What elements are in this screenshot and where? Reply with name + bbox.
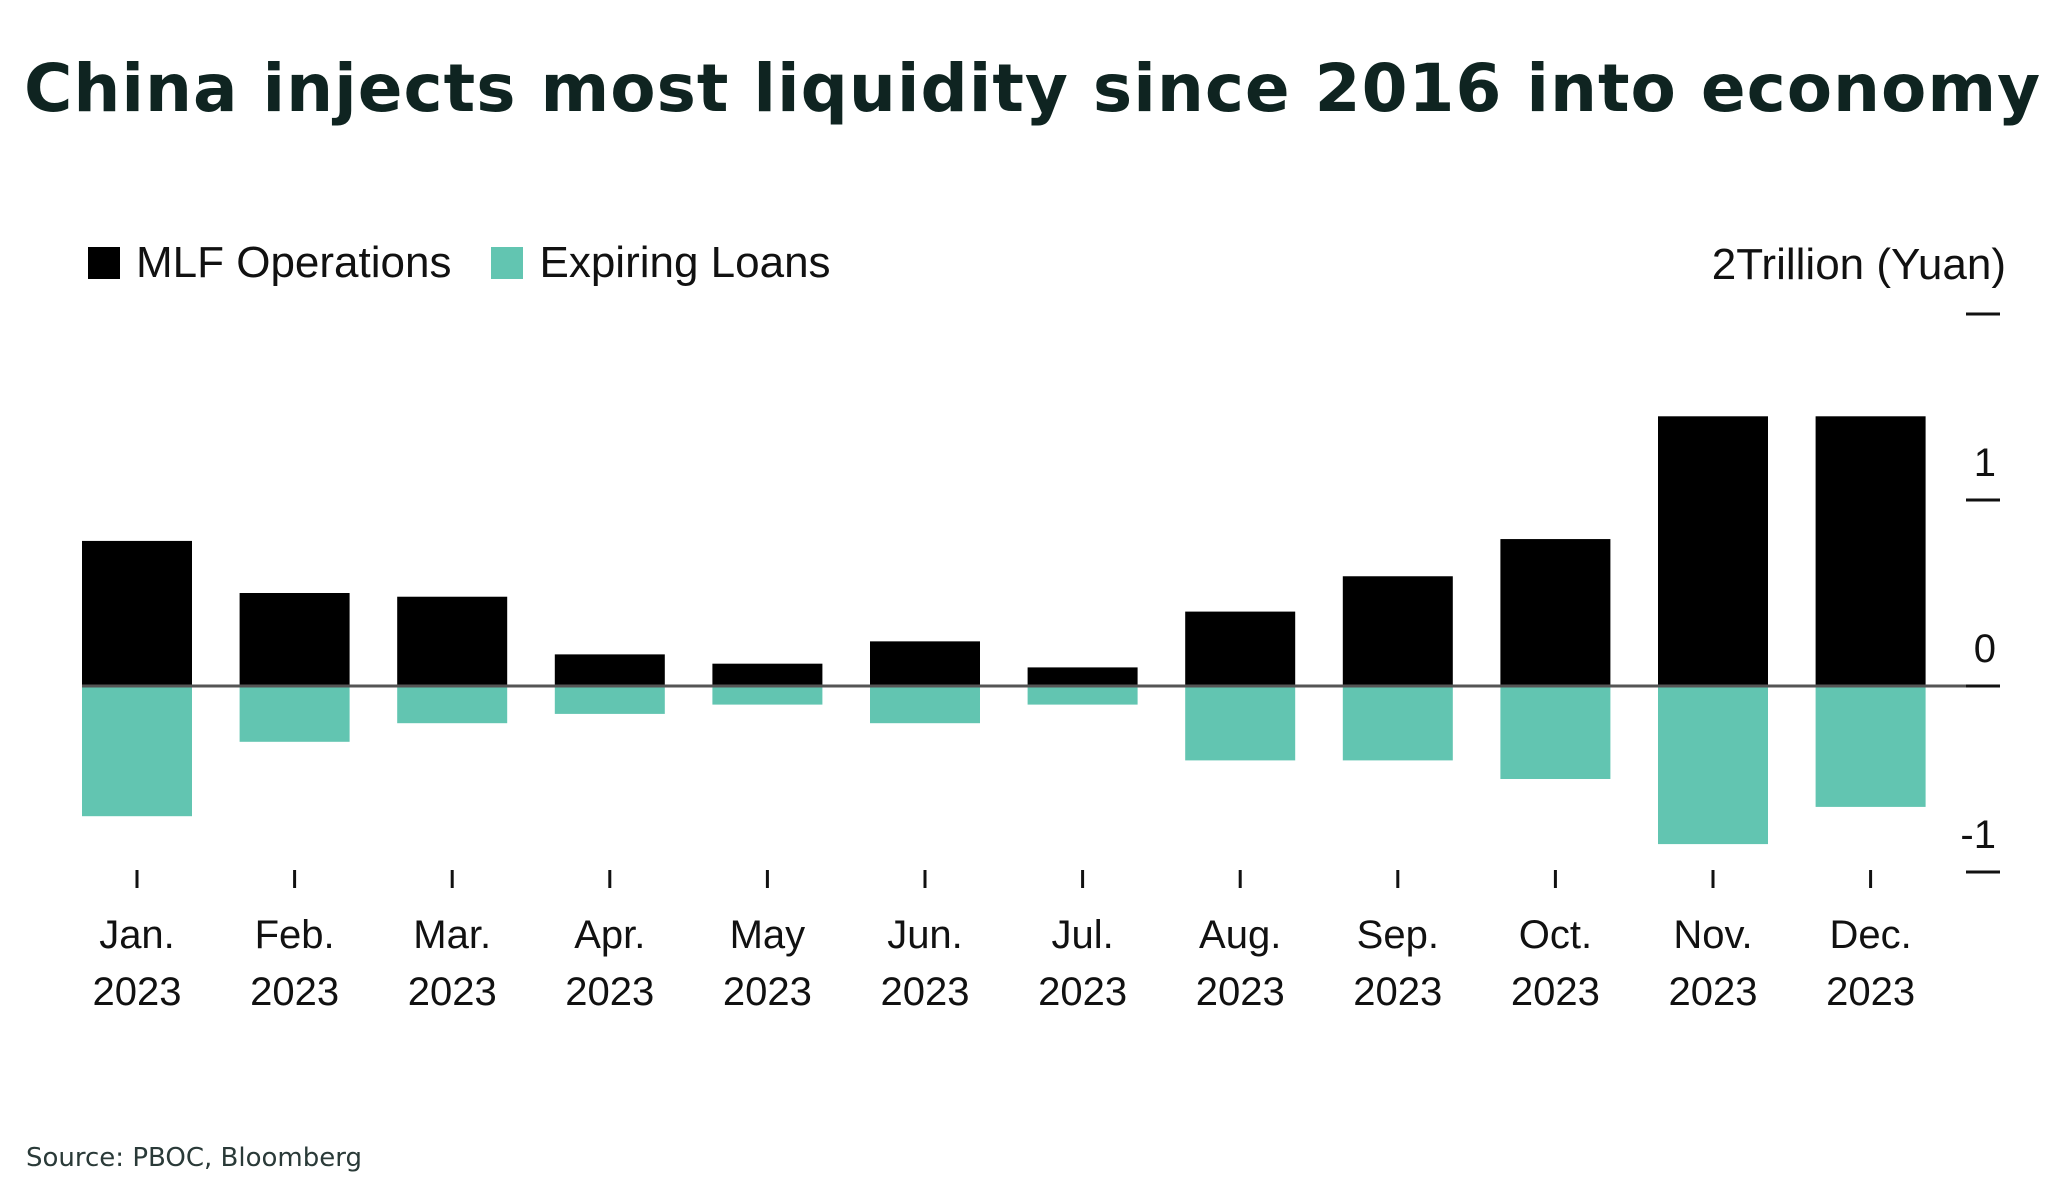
bar-mlf-operations (1500, 539, 1611, 686)
x-tick-label-month: Jun. (887, 913, 963, 957)
x-tick-label-month: May (730, 913, 806, 957)
bar-expiring-loans (1815, 686, 1926, 807)
bar-expiring-loans (239, 686, 350, 742)
x-tick-label-year: 2023 (1038, 970, 1127, 1014)
x-tick-label-year: 2023 (1826, 970, 1915, 1014)
x-tick-label-month: Nov. (1673, 913, 1752, 957)
x-tick-label-year: 2023 (723, 970, 812, 1014)
bar-mlf-operations (239, 593, 350, 686)
legend-swatch-expiring (491, 247, 524, 279)
x-tick-label-year: 2023 (408, 970, 497, 1014)
x-tick-label-month: Jul. (1051, 913, 1113, 957)
legend-item-mlf: MLF Operations (88, 238, 451, 288)
x-tick-label-year: 2023 (1511, 970, 1600, 1014)
x-tick-label-year: 2023 (881, 970, 970, 1014)
bar-expiring-loans (870, 686, 980, 724)
bar-mlf-operations (1185, 611, 1296, 686)
legend-swatch-mlf (88, 247, 120, 279)
x-tick-label-month: Jan. (99, 913, 175, 957)
bar-expiring-loans (82, 686, 192, 817)
x-tick-label-year: 2023 (1196, 970, 1285, 1014)
bar-expiring-loans (712, 686, 823, 705)
y-tick-label: -1 (1960, 813, 1996, 857)
bar-expiring-loans (1185, 686, 1296, 761)
y-tick-label: 1 (1974, 441, 1996, 485)
legend: MLF Operations Expiring Loans (88, 238, 871, 288)
bar-expiring-loans (1658, 686, 1768, 845)
bar-mlf-operations (870, 641, 980, 686)
bar-mlf-operations (1658, 416, 1768, 686)
x-tick-label-year: 2023 (1353, 970, 1442, 1014)
bar-mlf-operations (1815, 416, 1926, 686)
x-tick-label-year: 2023 (565, 970, 654, 1014)
x-tick-label-year: 2023 (1669, 970, 1758, 1014)
bar-expiring-loans (1500, 686, 1611, 779)
bar-mlf-operations (554, 654, 665, 686)
x-tick-label-month: Oct. (1519, 913, 1592, 957)
y-tick-label: 0 (1974, 627, 1996, 671)
x-tick-label-month: Apr. (574, 913, 645, 957)
bar-expiring-loans (554, 686, 665, 714)
bar-mlf-operations (1342, 576, 1453, 686)
bar-expiring-loans (397, 686, 508, 724)
legend-item-expiring: Expiring Loans (491, 238, 831, 288)
x-tick-label-month: Dec. (1829, 913, 1911, 957)
x-tick-label-month: Mar. (413, 913, 491, 957)
bar-mlf-operations (397, 596, 508, 686)
bar-mlf-operations (82, 540, 192, 686)
legend-label-mlf: MLF Operations (136, 238, 452, 287)
bar-expiring-loans (1027, 686, 1138, 705)
bar-mlf-operations (712, 663, 823, 686)
x-tick-label-year: 2023 (250, 970, 339, 1014)
bar-mlf-operations (1027, 667, 1138, 686)
x-tick-label-month: Feb. (255, 913, 335, 957)
source-note: Source: PBOC, Bloomberg (26, 1143, 362, 1173)
legend-label-expiring: Expiring Loans (539, 238, 831, 287)
bar-expiring-loans (1342, 686, 1453, 761)
x-tick-label-month: Aug. (1199, 913, 1281, 957)
x-tick-label-month: Sep. (1357, 913, 1439, 957)
x-tick-label-year: 2023 (93, 970, 182, 1014)
y-axis-unit-label: 2Trillion (Yuan) (1711, 240, 2006, 289)
chart-title: China injects most liquidity since 2016 … (24, 50, 2042, 127)
